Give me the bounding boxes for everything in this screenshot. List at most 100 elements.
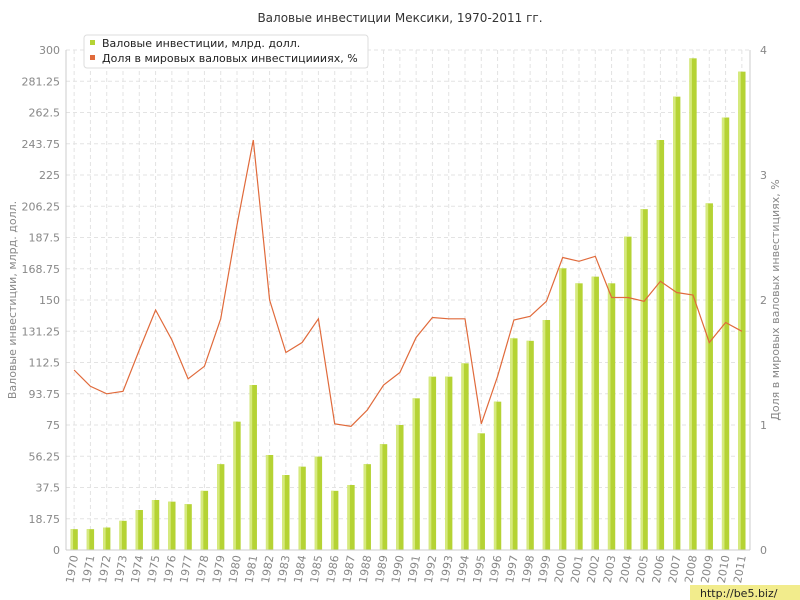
y-tick-label-left: 206.25 [22, 200, 61, 213]
x-tick-label: 1999 [536, 554, 554, 584]
bar [705, 203, 713, 551]
bar [135, 510, 143, 550]
bar [542, 320, 551, 550]
y-tick-label-right: 0 [760, 544, 767, 557]
bar-highlight [282, 475, 285, 550]
watermark-text: http://be5.biz/ [700, 587, 778, 600]
x-tick-label: 2002 [585, 554, 603, 584]
bar [673, 96, 681, 551]
y-axis-label-right: Доля в мировых валовых инвестициях, % [769, 179, 782, 420]
x-tick-label: 2010 [715, 554, 733, 584]
bar-highlight [103, 527, 106, 550]
y-axis-label-left: Валовые инвестиции, млрд. долл. [6, 201, 19, 399]
y-tick-label-left: 0 [53, 544, 60, 557]
bar-highlight [298, 466, 302, 550]
bar-highlight [624, 236, 627, 550]
bar [184, 504, 192, 550]
x-tick-label: 1979 [210, 554, 228, 584]
bar [168, 501, 176, 550]
bar [217, 464, 225, 550]
x-tick-label: 2004 [617, 554, 635, 584]
bar-highlight [379, 444, 383, 550]
bar [396, 425, 404, 550]
bar-highlight [233, 421, 236, 550]
bar-highlight [510, 338, 513, 550]
bar [314, 456, 323, 550]
y-tick-label-left: 93.75 [29, 388, 61, 401]
bar-highlight [331, 490, 334, 550]
bar-highlight [265, 455, 269, 550]
x-tick-label: 1982 [259, 554, 277, 584]
x-tick-label: 2008 [682, 554, 700, 584]
bar [298, 466, 306, 550]
line-series [73, 139, 743, 427]
bar [151, 500, 160, 550]
x-tick-label: 1991 [405, 554, 423, 584]
bar [461, 363, 469, 550]
bar [559, 268, 567, 550]
bar-highlight [721, 117, 725, 550]
bar-highlight [689, 58, 692, 550]
bar [640, 209, 648, 550]
x-tick-label: 1984 [291, 554, 309, 584]
watermark-badge: http://be5.biz/ [690, 585, 800, 600]
y-tick-label-left: 168.75 [22, 263, 61, 276]
x-tick-label: 1985 [308, 554, 326, 584]
bar-highlight [591, 276, 595, 550]
y-tick-label-left: 75 [46, 419, 60, 432]
y-tick-label-left: 56.25 [29, 450, 61, 463]
x-tick-label: 1983 [275, 554, 293, 584]
bar [70, 529, 78, 550]
chart-title: Валовые инвестиции Мексики, 1970-2011 гг… [257, 11, 542, 25]
y-tick-label-left: 112.5 [29, 357, 61, 370]
bar-highlight [461, 363, 464, 550]
bar-highlight [607, 283, 611, 550]
y-tick-label-left: 37.5 [36, 482, 61, 495]
x-tick-label: 1998 [519, 554, 537, 584]
y-tick-label-right: 1 [760, 419, 767, 432]
bar [200, 490, 209, 550]
bar-highlight [200, 490, 204, 550]
legend-label-share: Доля в мировых валовых инвестициииях, % [102, 52, 358, 65]
x-tick-label: 2003 [601, 554, 619, 584]
bar-highlight [184, 504, 188, 550]
y-tick-label-left: 281.25 [22, 75, 61, 88]
bar-highlight [575, 283, 578, 550]
x-tick-label: 1972 [96, 554, 114, 584]
y-tick-label-left: 131.25 [22, 325, 61, 338]
bar [607, 283, 616, 550]
bar-highlight [119, 520, 122, 550]
bar [477, 433, 485, 550]
x-tick-label: 1971 [80, 554, 98, 584]
bar-highlight [86, 529, 90, 550]
y-tick-label-right: 3 [760, 169, 767, 182]
x-tick-label: 1981 [243, 554, 261, 584]
x-tick-label: 1995 [471, 554, 489, 584]
x-tick-label: 1988 [357, 554, 375, 584]
bar [721, 117, 730, 550]
x-tick-label: 2009 [699, 554, 717, 584]
axes [65, 50, 751, 551]
bar [428, 376, 437, 550]
bar [347, 485, 355, 550]
bar-highlight [135, 510, 139, 550]
bar-highlight [168, 501, 171, 550]
x-tick-label: 2007 [666, 554, 684, 584]
bar-highlight [738, 71, 741, 551]
y-tick-label-right: 2 [760, 294, 767, 307]
bar-highlight [542, 320, 546, 550]
tick-labels: 0 18.75 37.5 56.25 75 93.75 112.5 131.25 150 168.… [22, 44, 768, 584]
x-tick-label: 1978 [194, 554, 212, 584]
x-tick-label: 1974 [129, 554, 147, 584]
bar [86, 529, 95, 550]
bar-highlight [363, 464, 367, 550]
legend-swatch-investment [90, 40, 95, 45]
bar-highlight [445, 376, 448, 550]
watermark-background [690, 585, 800, 600]
x-tick-label: 1987 [340, 554, 358, 584]
bar-highlight [428, 376, 432, 550]
x-tick-label: 1993 [438, 554, 456, 584]
bar-series [70, 58, 746, 551]
bar [119, 520, 127, 550]
